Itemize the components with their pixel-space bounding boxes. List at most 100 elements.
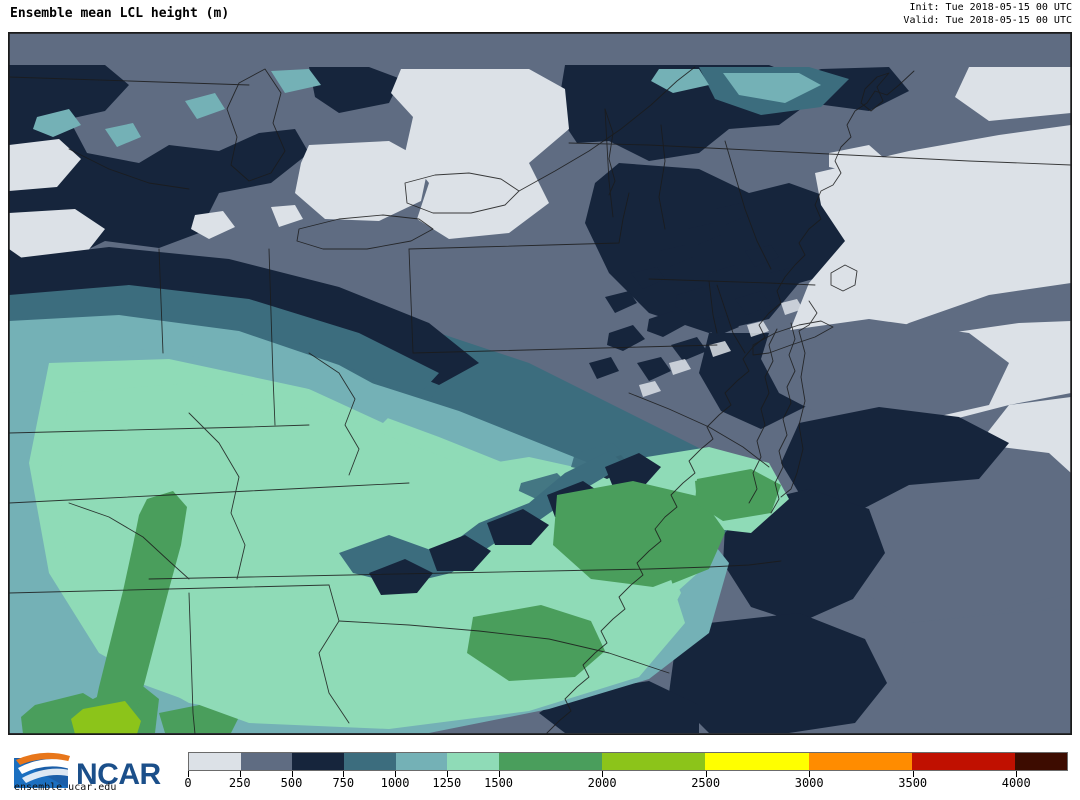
contour-band-navy-n2 <box>309 67 401 113</box>
colorbar-tick-label: 1250 <box>432 776 462 790</box>
border-state-nh-me <box>724 140 772 270</box>
map-panel[interactable] <box>8 32 1072 735</box>
colorbar-tick-label: 2000 <box>587 776 617 790</box>
border-state-oh-wv <box>308 352 360 476</box>
colorbar-band <box>911 753 964 770</box>
contour-band-navy-coast3 <box>669 613 887 733</box>
colorbar-tick-label: 4000 <box>1001 776 1031 790</box>
colorbar-tick-label: 0 <box>184 776 192 790</box>
colorbar-tick-label: 1500 <box>484 776 514 790</box>
lcl-height-contour-map[interactable] <box>9 33 1071 734</box>
contour-band-lightgray-lakes <box>391 69 569 239</box>
lake-huron <box>226 68 286 182</box>
colorbar-tick-label: 3500 <box>898 776 928 790</box>
colorbar-tick <box>188 771 189 777</box>
contour-mottle-newengland-light <box>639 299 803 397</box>
coastline-chesapeake-west <box>748 328 778 504</box>
colorbar-band <box>498 753 551 770</box>
forecast-metadata: Init: Tue 2018-05-15 00 UTC Valid: Tue 2… <box>903 1 1072 27</box>
ncar-wordmark: NCAR <box>76 758 161 791</box>
colorbar-tick <box>446 771 448 777</box>
contour-band-lightgray-sm2 <box>271 205 303 227</box>
contour-band-lightgray-sm3 <box>829 145 885 173</box>
contour-band-lightgray-offshore <box>789 125 1071 363</box>
border-state-ky-va <box>68 502 190 580</box>
contour-band-slate-se-coast <box>855 443 1071 623</box>
border-state-in-ky <box>9 424 310 434</box>
border-state-md-va <box>628 392 770 468</box>
contour-band-navy-coast <box>781 407 1009 513</box>
border-state-va-nc <box>148 566 710 580</box>
footer-bar: NCAR ensemble.ucar.edu 0 250 500 750 1000 125… <box>0 738 1080 800</box>
colorbar-tick <box>239 771 241 777</box>
colorbar-band <box>602 753 654 770</box>
colorbar-band <box>343 753 396 770</box>
contour-band-green-va-main <box>553 481 725 587</box>
border-state-ct-ny <box>708 280 718 334</box>
lake-ontario <box>404 172 520 214</box>
contour-mottle-ridge-overlay <box>339 451 625 585</box>
valid-time-label: Valid: Tue 2018-05-15 00 UTC <box>903 15 1072 26</box>
coastline-delaware-bay <box>798 300 818 332</box>
contour-band-green-east-lobe <box>695 469 781 521</box>
colorbar-band <box>808 753 861 770</box>
contour-band-yellowgreen-final <box>71 701 141 734</box>
contour-band-slate-midatl <box>761 319 1009 423</box>
border-us-canada <box>568 142 1071 166</box>
border-state-tn-ga <box>9 584 330 594</box>
contour-band-lightgray-w2 <box>9 209 105 263</box>
coastline-long-island <box>752 320 834 356</box>
colorbar-band <box>550 753 603 770</box>
colorbar-band <box>1015 753 1067 770</box>
colorbar-tick <box>1016 771 1018 777</box>
colorbar-tick-label: 1000 <box>380 776 410 790</box>
border-state-ny-pa <box>408 192 630 250</box>
colorbar-ticks <box>188 771 1068 777</box>
colorbar-tick <box>291 771 293 777</box>
river-st-lawrence <box>518 66 696 192</box>
colorbar-tick-label: 3000 <box>794 776 824 790</box>
colorbar-tick <box>395 771 397 777</box>
colorbar-tick-label: 750 <box>332 776 355 790</box>
colorbar-band <box>292 753 344 770</box>
colorbar-band <box>447 753 499 770</box>
border-state-tn-ky <box>9 482 410 504</box>
border-state-pa-md <box>412 344 718 354</box>
contour-band-lightteal-ne <box>723 73 821 103</box>
colorbar-tick-labels: 0 250 500 750 1000 1250 1500 2000 2500 3000 3500 40… <box>184 776 1068 794</box>
border-state-wv-va <box>188 412 246 580</box>
border-state-al-ga <box>188 592 196 734</box>
coastline-chesapeake-bay <box>770 322 796 514</box>
border-state-ma-ct <box>648 278 816 286</box>
colorbar-tick-label: 2500 <box>691 776 721 790</box>
colorbar-band <box>757 753 809 770</box>
colorbar-tick <box>809 771 811 777</box>
contour-band-lightteal-stripe <box>9 315 405 423</box>
colorbar-band <box>240 753 293 770</box>
colorbar-tick-label: 500 <box>280 776 303 790</box>
ncar-url-label: ensemble.ucar.edu <box>14 782 117 793</box>
ncar-logo[interactable]: NCAR <box>6 744 178 796</box>
colorbar-tick <box>498 771 500 777</box>
border-state-pa-oh <box>408 248 414 354</box>
border-state-nc-va-coast <box>708 560 782 568</box>
border-state-wi-mi <box>68 148 190 190</box>
colorbar-band <box>653 753 706 770</box>
border-state-nj-pa <box>716 284 746 354</box>
coastline-bay-of-fundy <box>860 72 890 112</box>
contour-band-green-nc-main <box>467 605 605 681</box>
colorbar[interactable]: 0 250 500 750 1000 1250 1500 2000 2500 3000 3500 40… <box>184 752 1068 796</box>
colorbar-band <box>189 753 241 770</box>
contour-band-teal-stripe <box>9 285 439 397</box>
lake-champlain <box>604 108 616 196</box>
colorbar-tick <box>602 771 604 777</box>
contour-band-lightgray-w <box>9 139 81 191</box>
page-title: Ensemble mean LCL height (m) <box>10 6 230 21</box>
contour-band-green-ridge-final <box>89 491 187 734</box>
contour-band-lightgray-ne-top <box>955 67 1071 121</box>
border-state-oh-in <box>268 248 276 426</box>
coastline-cape-cod <box>830 264 858 292</box>
contour-speck-group-north <box>33 69 321 147</box>
contour-band-lightgray-sm1 <box>191 211 235 239</box>
colorbar-tick <box>705 771 707 777</box>
